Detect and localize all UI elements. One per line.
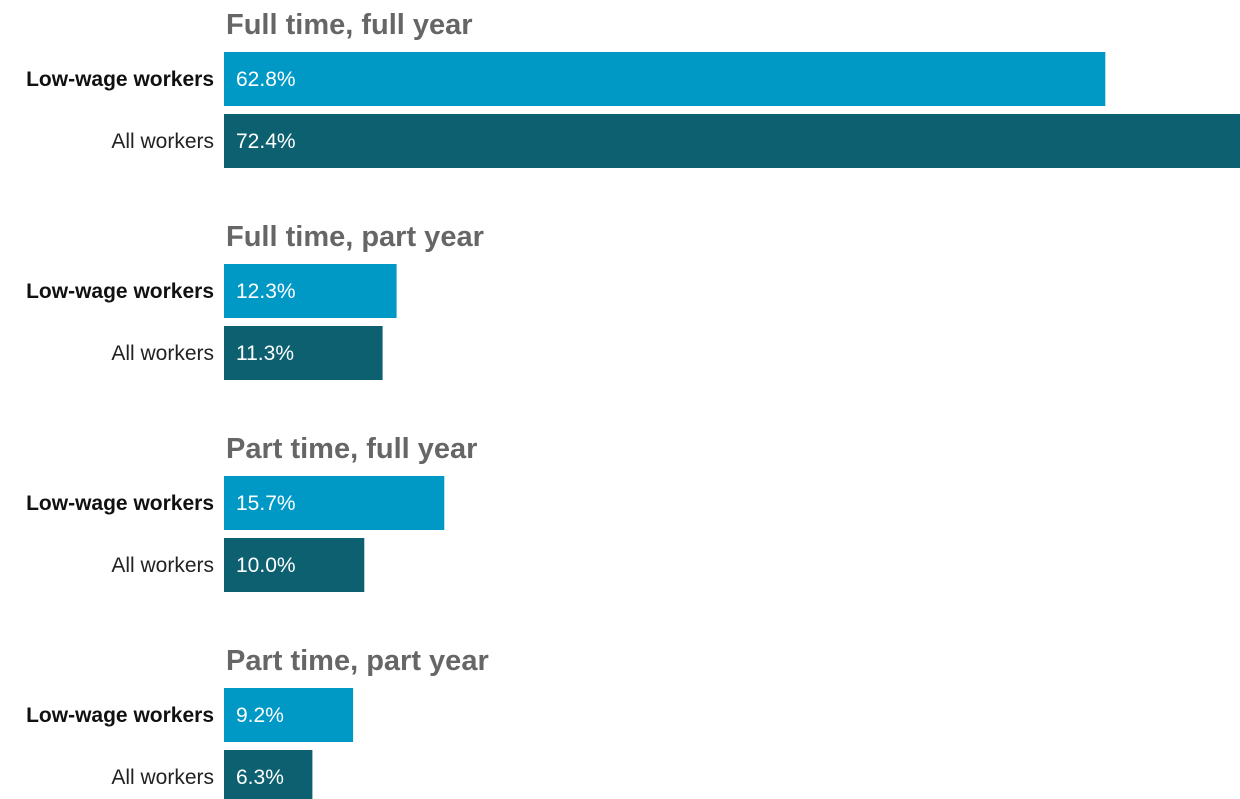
bar xyxy=(224,538,365,592)
bar-group: Part time, full year Low-wage workers 15.7… xyxy=(26,433,477,592)
group-title: Full time, part year xyxy=(226,221,484,253)
category-label: All workers xyxy=(111,130,214,153)
bar-value-label: 62.8% xyxy=(236,68,296,91)
bar-value-label: 12.3% xyxy=(236,280,296,303)
bar xyxy=(224,114,1240,168)
bar xyxy=(224,52,1106,106)
bar xyxy=(224,326,383,380)
category-label: Low-wage workers xyxy=(26,280,214,303)
bar-group: Full time, full year Low-wage workers 62.8… xyxy=(26,9,1240,168)
group-title: Part time, full year xyxy=(226,433,477,465)
group-title: Part time, part year xyxy=(226,645,489,677)
bar-value-label: 10.0% xyxy=(236,554,296,577)
bar-value-label: 9.2% xyxy=(236,704,284,727)
category-label: All workers xyxy=(111,342,214,365)
bar-value-label: 6.3% xyxy=(236,766,284,789)
bar xyxy=(224,476,445,530)
bar-group: Full time, part year Low-wage workers 12.3… xyxy=(26,221,484,380)
bar-value-label: 11.3% xyxy=(236,342,294,365)
bar-value-label: 72.4% xyxy=(236,130,296,153)
category-label: Low-wage workers xyxy=(26,704,214,727)
bar xyxy=(224,750,313,799)
category-label: All workers xyxy=(111,766,214,789)
bar xyxy=(224,264,397,318)
category-label: All workers xyxy=(111,554,214,577)
group-title: Full time, full year xyxy=(226,9,473,41)
category-label: Low-wage workers xyxy=(26,492,214,515)
bar xyxy=(224,688,354,742)
bar-value-label: 15.7% xyxy=(236,492,296,515)
bar-group: Part time, part year Low-wage workers 9.2%… xyxy=(26,645,489,799)
category-label: Low-wage workers xyxy=(26,68,214,91)
